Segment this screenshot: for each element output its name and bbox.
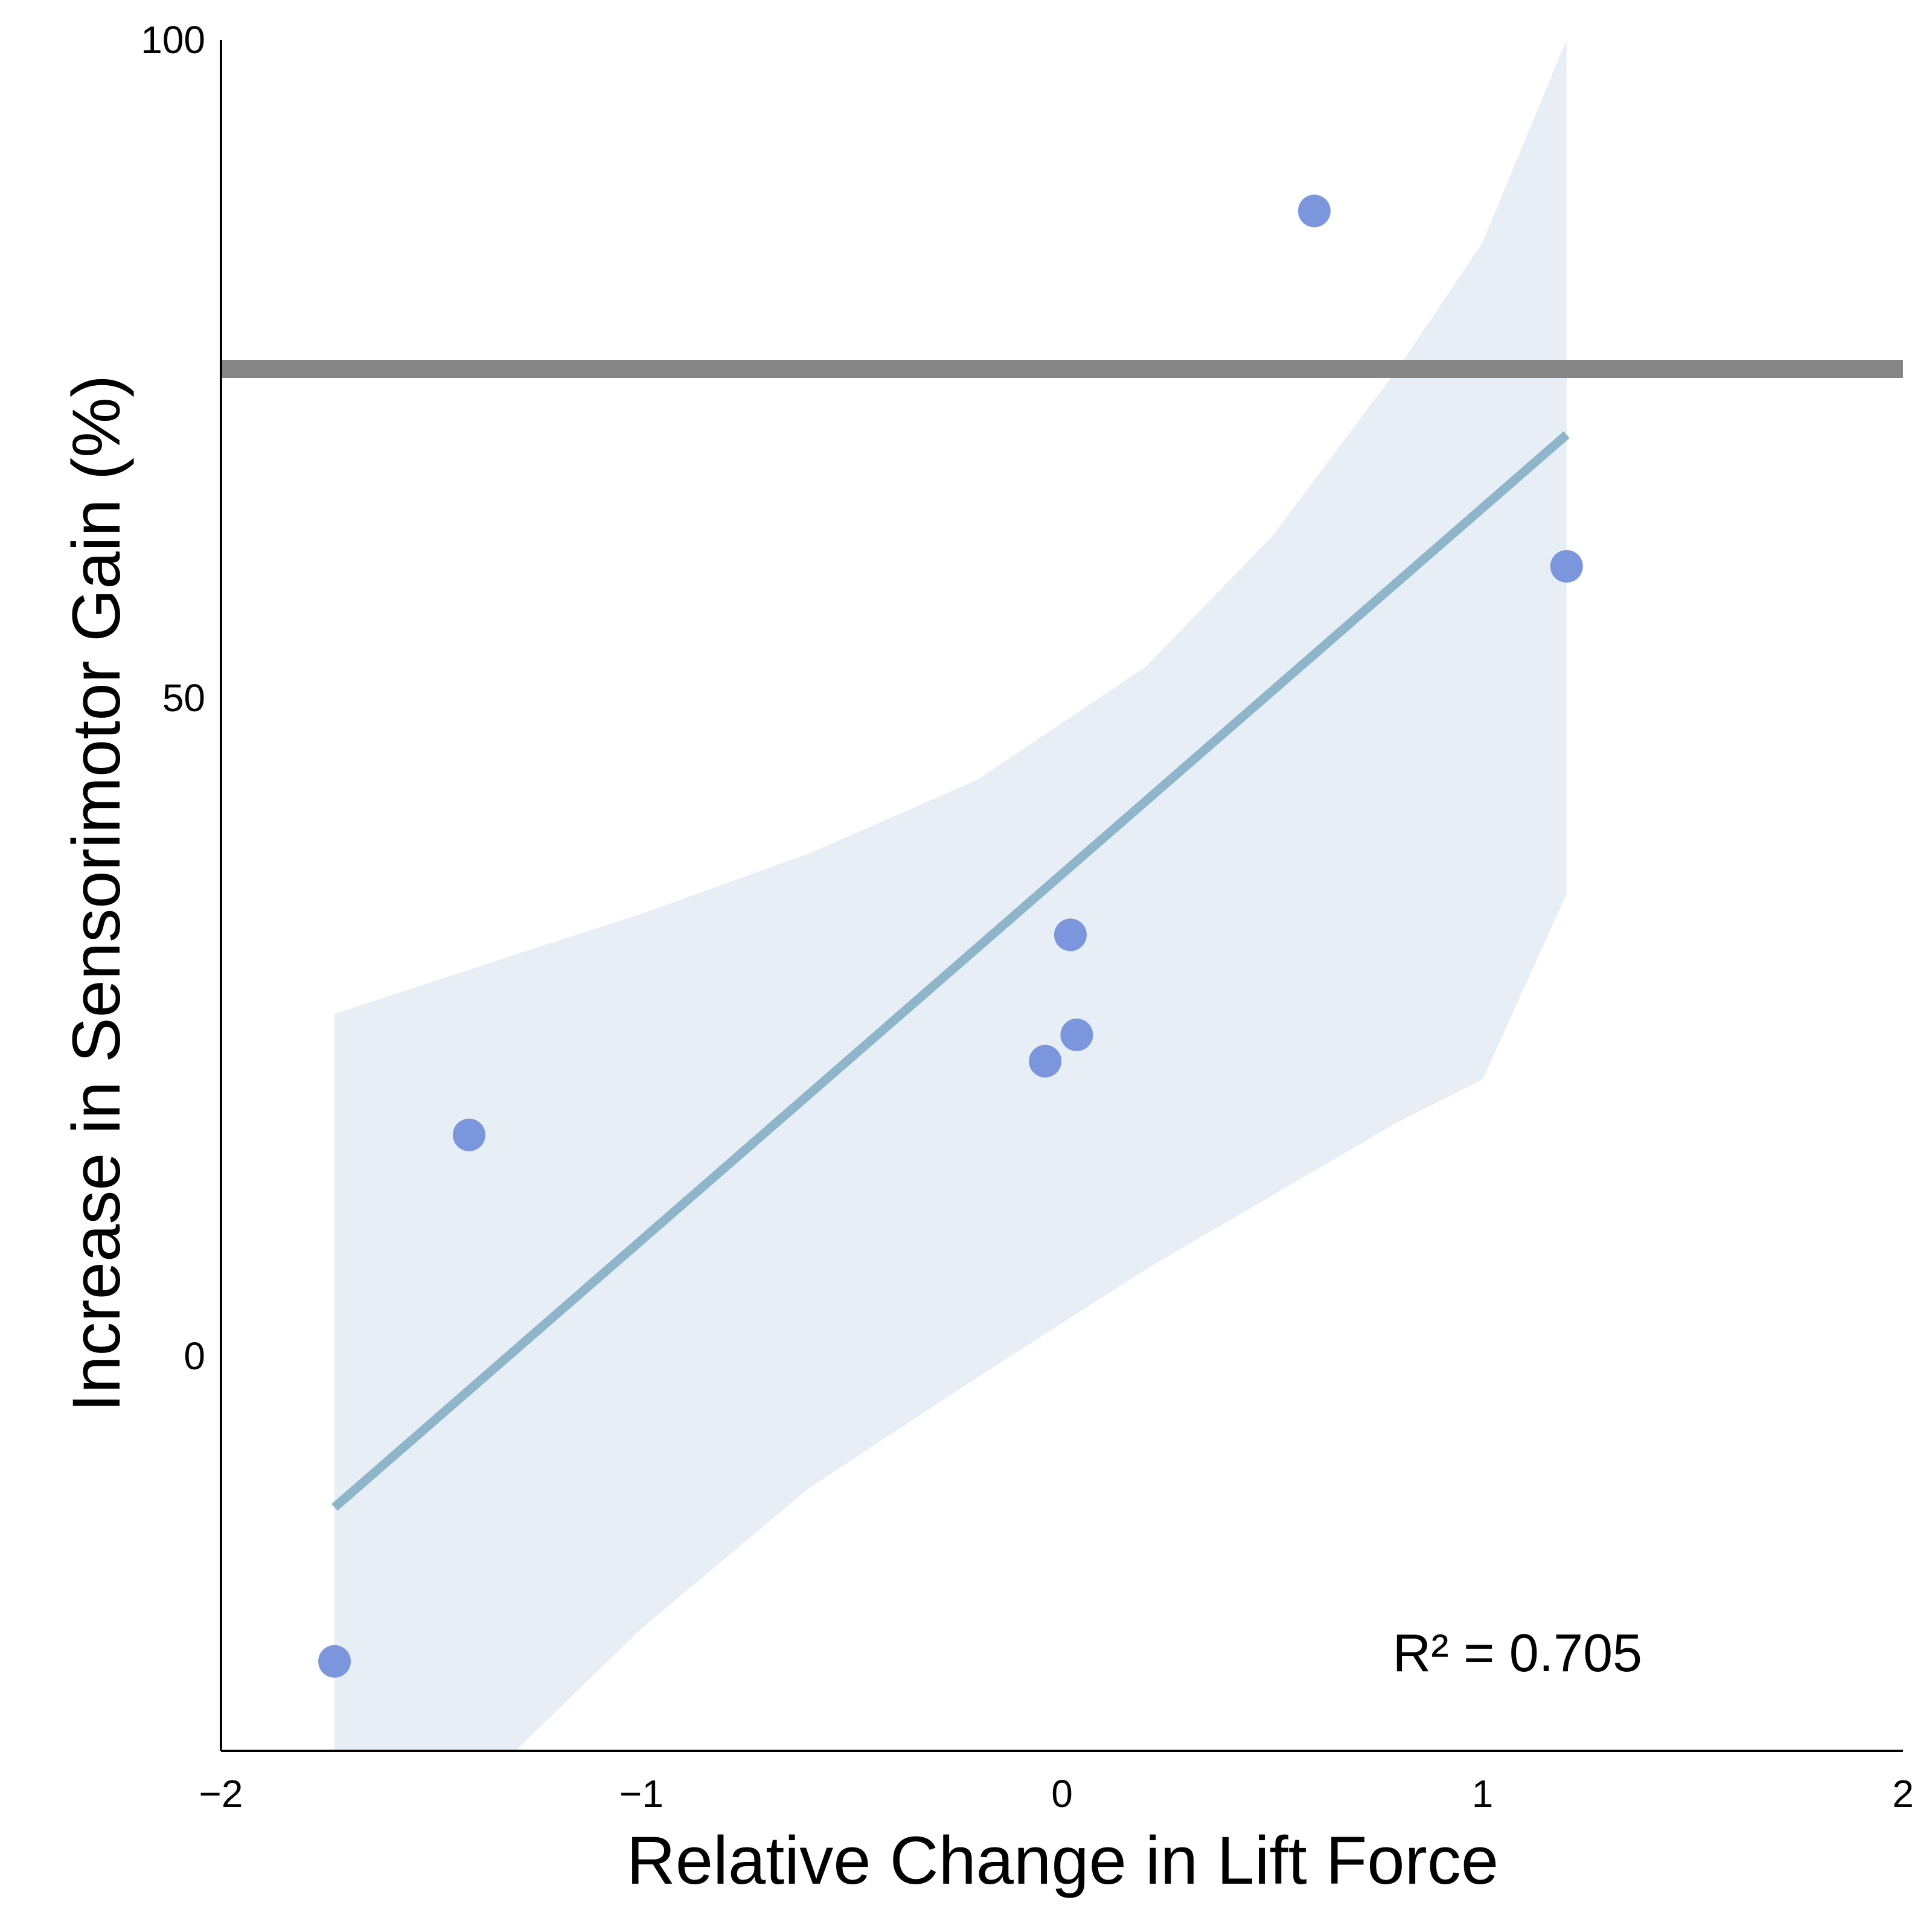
data-point [1297, 194, 1331, 228]
data-point [1029, 1044, 1062, 1078]
x-tick-label: 1 [1472, 1772, 1494, 1815]
data-point [318, 1645, 351, 1678]
fit-line-layer [331, 431, 1570, 1511]
data-points-layer [318, 194, 1583, 1678]
confidence-band [334, 40, 1567, 1751]
y-tick-label: 0 [184, 1334, 205, 1378]
x-tick-label: −1 [619, 1772, 664, 1815]
data-point [1550, 550, 1583, 583]
x-tick-label: 0 [1051, 1772, 1073, 1815]
confidence-band-layer [334, 40, 1567, 1751]
y-tick-label: 100 [141, 18, 205, 62]
data-point [1054, 918, 1087, 952]
x-tick-label: 2 [1892, 1772, 1914, 1815]
tick-labels-layer: −2 −1 0 1 2 0 50 100 [141, 18, 1914, 1815]
axes-layer [220, 40, 1903, 1752]
y-tick-label: 50 [162, 676, 205, 720]
data-point [452, 1118, 485, 1151]
x-tick-label: −2 [199, 1772, 243, 1815]
r-squared-annotation: R² = 0.705 [1393, 1623, 1642, 1683]
y-axis-title: Increase in Sensorimotor Gain (%) [59, 375, 134, 1412]
x-axis-title: Relative Change in Lift Force [627, 1823, 1499, 1898]
data-point [1060, 1019, 1093, 1052]
regression-line [331, 431, 1570, 1511]
